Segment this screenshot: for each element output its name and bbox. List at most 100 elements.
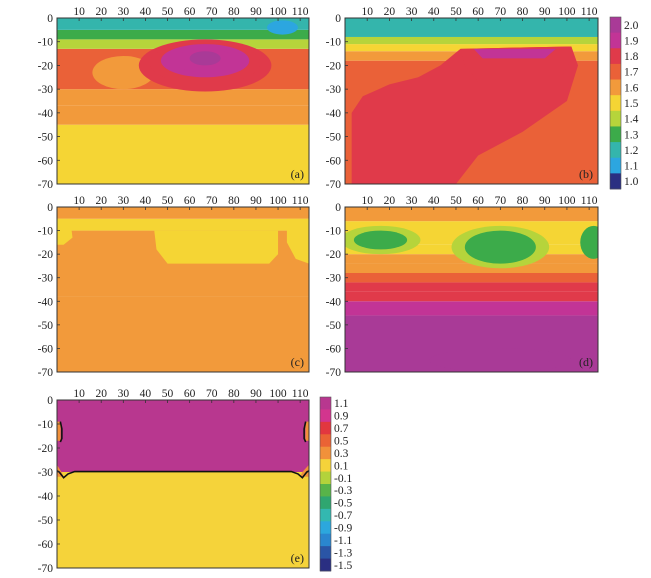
contour-region [57, 464, 64, 477]
heatmap-field [345, 18, 598, 184]
x-tick-label: 80 [228, 195, 240, 207]
contour-band [345, 291, 598, 302]
y-tick-label: -10 [38, 226, 54, 238]
colorbar-tick-label: 1.3 [624, 129, 639, 141]
panel-c: 10 20 30 40 50 60 70 80 90 100 110 0 -10 -20 -30 -40 -50… [38, 195, 310, 379]
contour-band [57, 400, 309, 472]
contour-band [57, 18, 309, 30]
contour-band [57, 29, 309, 40]
y-tick-label: -40 [38, 296, 54, 308]
x-tick-label: 50 [162, 388, 174, 400]
colorbar-swatch [610, 63, 621, 80]
x-tick-label: 30 [118, 6, 130, 18]
x-tick-label: 70 [206, 388, 218, 400]
x-tick-label: 50 [450, 6, 462, 18]
colorbar-swatch [610, 157, 621, 174]
contour-region [267, 20, 298, 35]
x-tick-label: 70 [206, 6, 218, 18]
x-tick-label: 90 [250, 195, 262, 207]
contour-band [345, 44, 598, 52]
y-tick-label: -40 [326, 296, 342, 308]
x-tick-label: 20 [95, 388, 107, 400]
colorbar-swatch [320, 471, 331, 485]
x-tick-label: 90 [539, 6, 551, 18]
panel-label: (d) [579, 355, 593, 369]
contour-region [300, 464, 309, 477]
contour-band [345, 282, 598, 292]
colorbar-tick-label: 1.9 [624, 35, 639, 47]
colorbar-tick-label: 1.5 [624, 98, 639, 110]
contour-region [464, 230, 536, 264]
x-tick-label: 30 [406, 195, 418, 207]
contour-band [57, 472, 309, 568]
y-tick-label: -20 [38, 443, 54, 455]
colorbar-swatch [320, 521, 331, 535]
plot-frame [344, 206, 599, 373]
x-tick-label: 100 [558, 195, 576, 207]
colorbar-tick-label: 0.9 [334, 411, 349, 423]
colorbar-tick-label: -0.3 [334, 485, 352, 497]
x-tick-label: 60 [472, 6, 484, 18]
colorbar-swatch [610, 95, 621, 112]
colorbar-swatch [320, 421, 331, 435]
x-tick-label: 80 [517, 195, 529, 207]
y-tick-label: -40 [38, 108, 54, 120]
contour-region [92, 55, 155, 90]
x-tick-label: 90 [250, 6, 262, 18]
contour-band [345, 301, 598, 316]
x-tick-label: 10 [361, 6, 373, 18]
x-tick-label: 20 [95, 6, 107, 18]
contour-region [57, 421, 61, 441]
x-tick-label: 70 [495, 6, 507, 18]
colorbar-tick-label: 2.0 [624, 20, 639, 32]
panel-label: (c) [291, 355, 304, 369]
colorbar-swatch [610, 17, 621, 34]
y-tick-label: -50 [38, 515, 54, 527]
contour-region [429, 348, 572, 372]
x-tick-label: 10 [73, 6, 85, 18]
colorbar-swatch [610, 48, 621, 65]
x-tick-label: 90 [539, 195, 551, 207]
contour-band [345, 18, 598, 37]
y-tick-label: -50 [38, 132, 54, 144]
x-tick-label: 80 [517, 6, 529, 18]
colorbar-swatch [610, 110, 621, 127]
x-tick-label: 40 [428, 195, 440, 207]
y-tick-label: -60 [326, 155, 342, 167]
heatmap-field [345, 207, 598, 372]
y-tick-label: -20 [326, 60, 342, 72]
y-tick-label: -20 [326, 249, 342, 261]
contour-band [345, 36, 598, 45]
x-tick-label: 50 [162, 6, 174, 18]
y-tick-label: -20 [38, 60, 54, 72]
y-tick-label: -40 [326, 108, 342, 120]
colorbar-swatch [610, 79, 621, 96]
plot-frame [344, 17, 599, 185]
plot-frame [56, 206, 310, 373]
x-tick-label: 100 [269, 195, 287, 207]
y-tick-label: -50 [38, 320, 54, 332]
x-tick-label: 110 [292, 6, 309, 18]
x-tick-label: 70 [206, 195, 218, 207]
x-tick-label: 30 [118, 388, 130, 400]
y-tick-label: -70 [326, 367, 342, 379]
x-tick-label: 110 [581, 6, 598, 18]
y-tick-label: 0 [335, 202, 341, 214]
x-tick-label: 100 [269, 6, 287, 18]
x-tick-label: 60 [184, 195, 196, 207]
panel-label: (a) [291, 167, 304, 181]
x-tick-label: 30 [118, 195, 130, 207]
y-tick-label: -10 [38, 37, 54, 49]
y-tick-label: -20 [38, 249, 54, 261]
colorbar-tick-label: -0.7 [334, 510, 352, 522]
colorbar-swatch [320, 459, 331, 472]
y-tick-label: -70 [38, 179, 54, 191]
x-tick-label: 40 [428, 6, 440, 18]
x-tick-label: 60 [184, 388, 196, 400]
contour-band [57, 207, 309, 219]
x-tick-label: 110 [581, 195, 598, 207]
colorbar-tick-label: 1.0 [624, 176, 639, 188]
y-tick-label: 0 [47, 13, 53, 25]
colorbar-tick-label: 1.4 [624, 114, 639, 126]
colorbar-tick-label: 1.2 [624, 145, 639, 157]
